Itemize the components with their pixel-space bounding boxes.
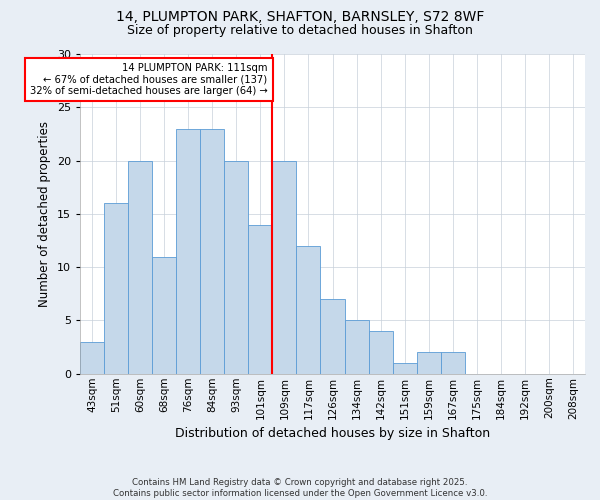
Bar <box>128 160 152 374</box>
Bar <box>248 224 272 374</box>
Bar <box>416 352 441 374</box>
Bar <box>368 331 392 374</box>
Bar <box>441 352 465 374</box>
Text: Size of property relative to detached houses in Shafton: Size of property relative to detached ho… <box>127 24 473 37</box>
Text: Contains HM Land Registry data © Crown copyright and database right 2025.
Contai: Contains HM Land Registry data © Crown c… <box>113 478 487 498</box>
X-axis label: Distribution of detached houses by size in Shafton: Distribution of detached houses by size … <box>175 427 490 440</box>
Bar <box>104 203 128 374</box>
Bar <box>152 256 176 374</box>
Y-axis label: Number of detached properties: Number of detached properties <box>38 121 52 307</box>
Bar <box>320 299 344 374</box>
Bar <box>272 160 296 374</box>
Bar <box>392 363 416 374</box>
Text: 14 PLUMPTON PARK: 111sqm
← 67% of detached houses are smaller (137)
32% of semi-: 14 PLUMPTON PARK: 111sqm ← 67% of detach… <box>30 62 268 96</box>
Text: 14, PLUMPTON PARK, SHAFTON, BARNSLEY, S72 8WF: 14, PLUMPTON PARK, SHAFTON, BARNSLEY, S7… <box>116 10 484 24</box>
Bar <box>200 128 224 374</box>
Bar <box>296 246 320 374</box>
Bar <box>344 320 368 374</box>
Bar <box>224 160 248 374</box>
Bar <box>176 128 200 374</box>
Bar <box>80 342 104 374</box>
